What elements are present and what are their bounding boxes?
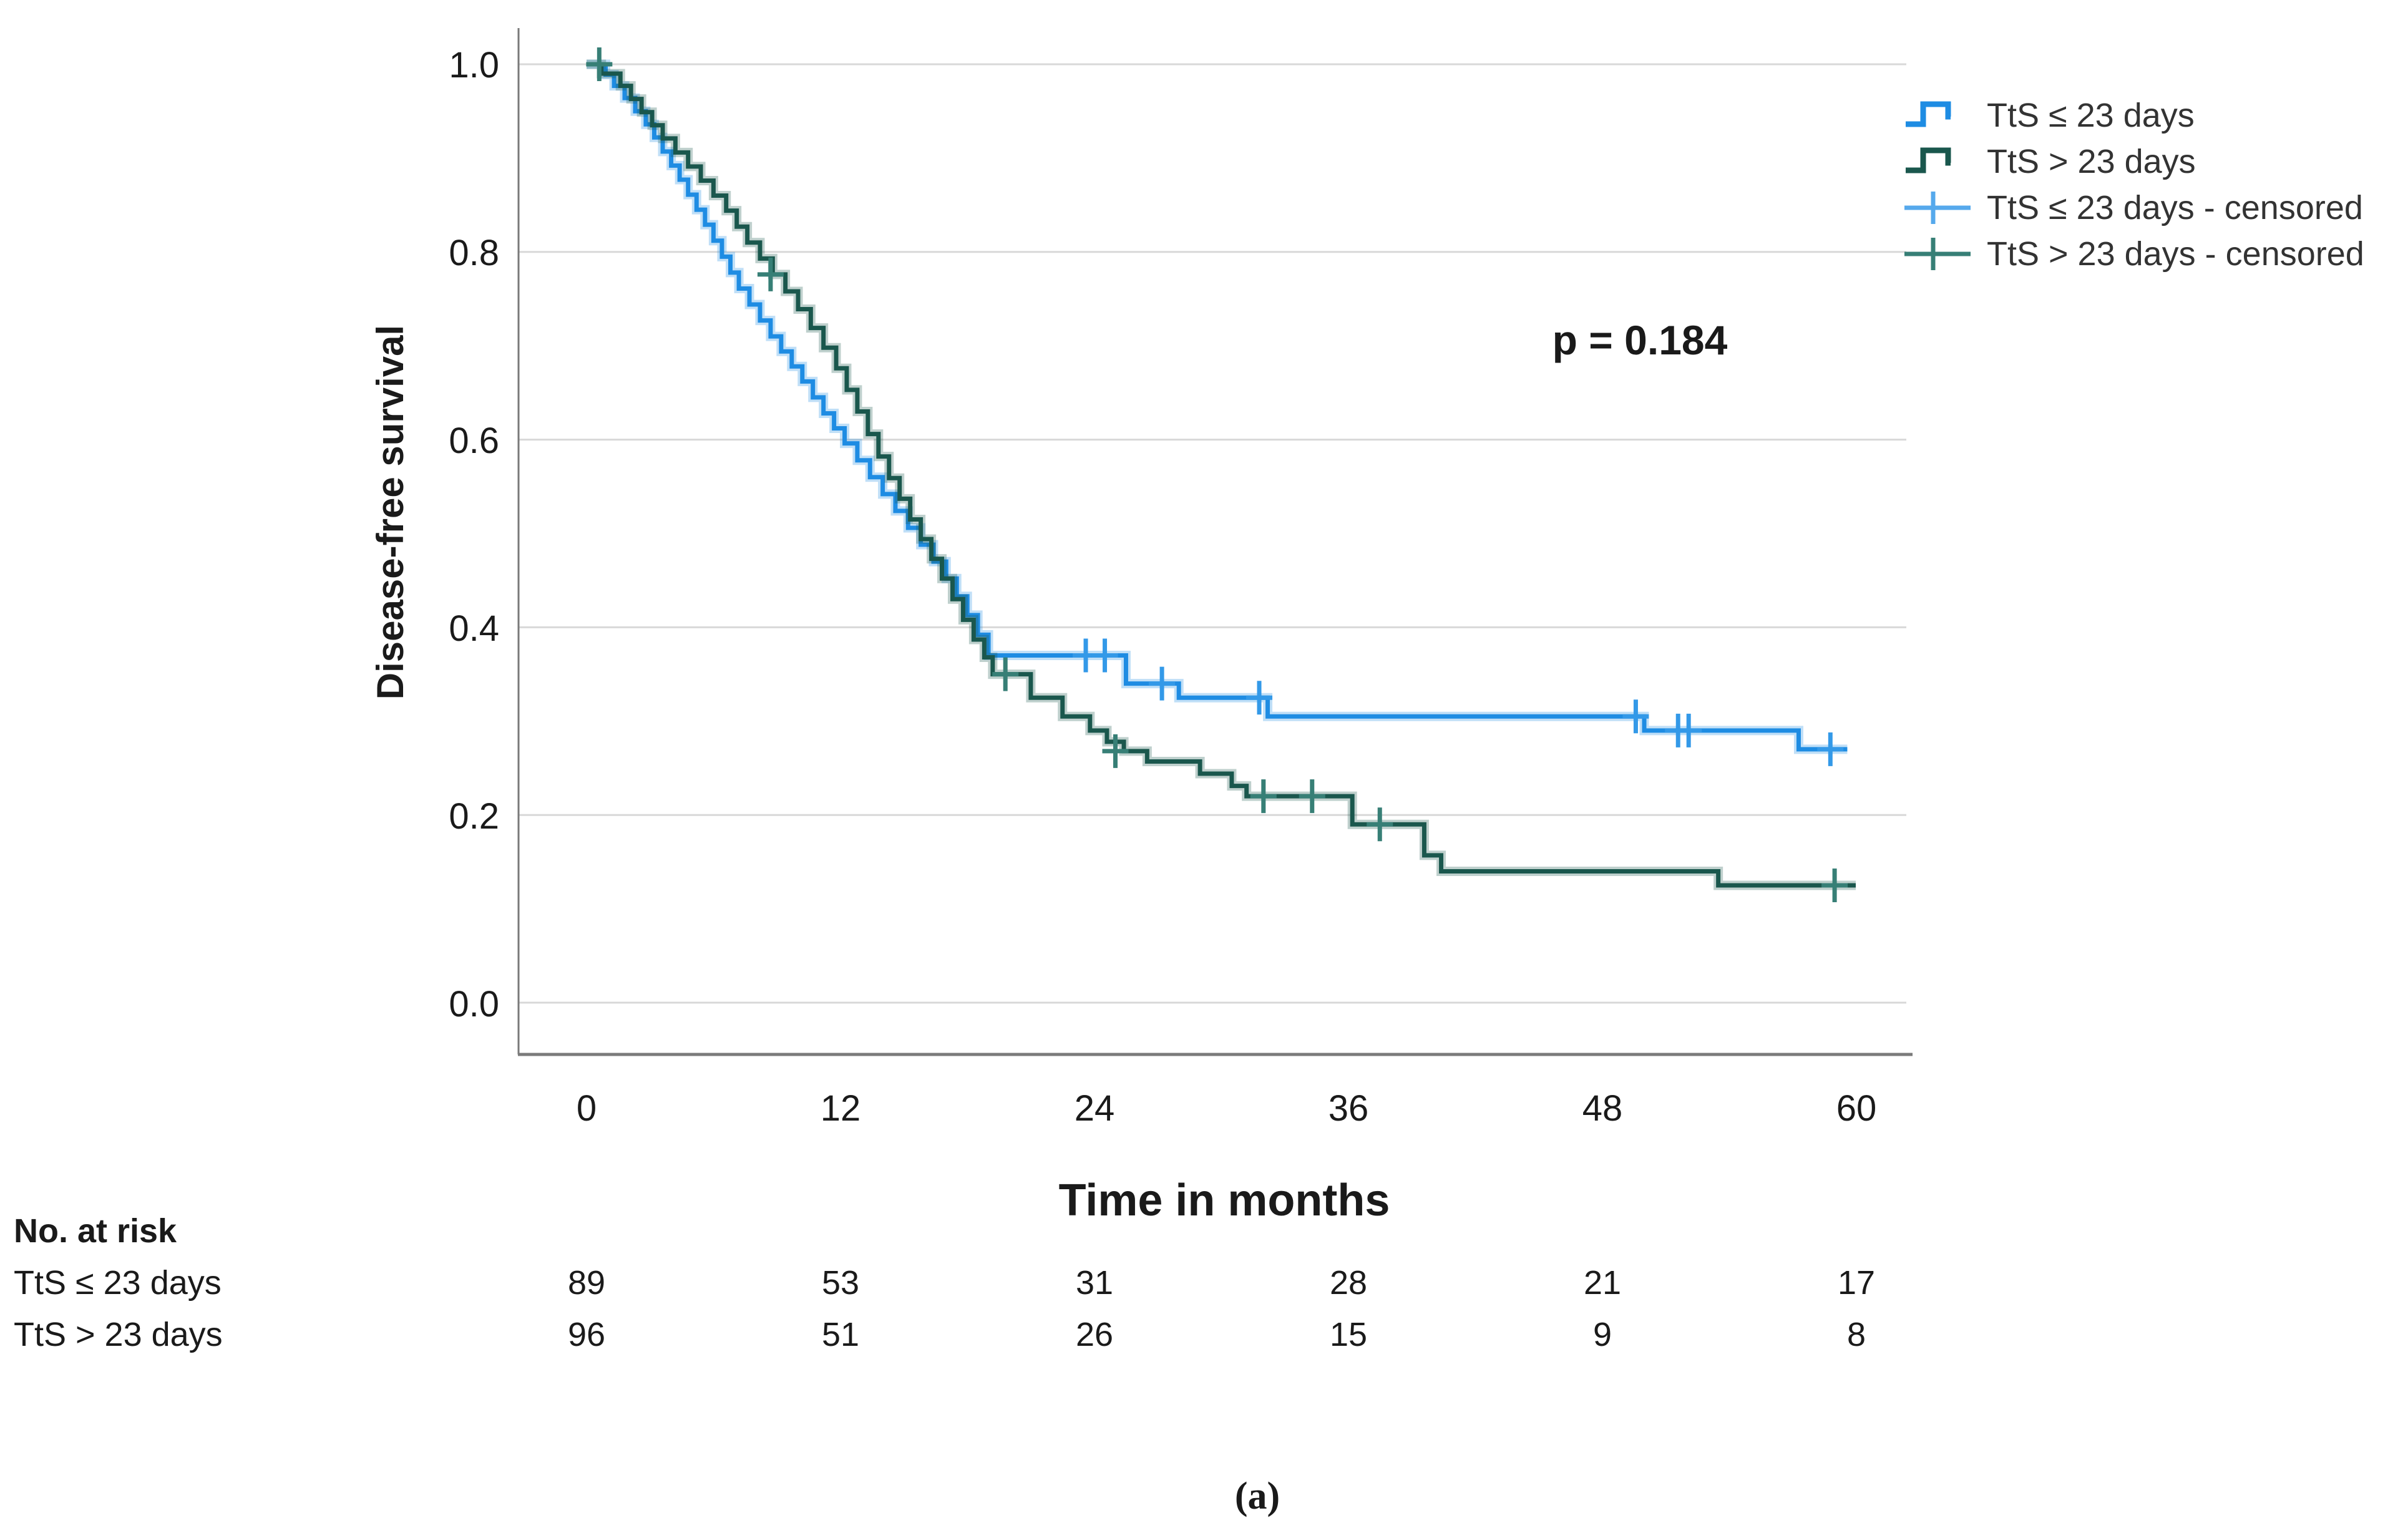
- censor-mark: [1817, 732, 1844, 766]
- x-tick-label: 60: [1836, 1088, 1877, 1129]
- censor-mark: [757, 257, 784, 291]
- x-tick-label: 12: [820, 1088, 861, 1129]
- risk-count: 31: [1075, 1264, 1114, 1302]
- censor-mark: [1250, 779, 1277, 814]
- censor-mark: [586, 47, 613, 81]
- censor-mark-icon: [1904, 192, 1971, 224]
- legend-item-label: TtS > 23 days - censored: [1987, 235, 2364, 273]
- risk-row-label: TtS > 23 days: [14, 1316, 223, 1353]
- subfigure-caption: (a): [1234, 1475, 1280, 1517]
- y-tick-label: 0.8: [449, 233, 499, 273]
- censor-mark: [1102, 734, 1129, 768]
- legend-item: TtS > 23 days - censored: [1903, 231, 2364, 277]
- risk-count: 15: [1329, 1316, 1368, 1353]
- censor-mark: [1675, 713, 1702, 747]
- km-curve-glow-1: [587, 59, 1856, 890]
- risk-row-label: TtS ≤ 23 days: [14, 1264, 222, 1302]
- censor-mark: [992, 657, 1019, 691]
- y-tick-label: 0.2: [449, 796, 499, 837]
- step-line-icon: [1906, 101, 1951, 127]
- risk-count: 89: [567, 1264, 606, 1302]
- censor-mark: [1299, 779, 1325, 814]
- risk-count: 17: [1837, 1264, 1876, 1302]
- risk-count: 8: [1846, 1316, 1866, 1353]
- x-tick-label: 0: [576, 1088, 597, 1129]
- censor-mark-icon: [1904, 238, 1971, 270]
- risk-count: 21: [1583, 1264, 1622, 1302]
- x-tick-label: 24: [1074, 1088, 1115, 1129]
- x-axis-title: Time in months: [1058, 1175, 1390, 1225]
- risk-count: 28: [1329, 1264, 1368, 1302]
- step-line-icon: [1906, 147, 1951, 173]
- risk-count: 51: [821, 1316, 860, 1353]
- y-axis-title: Disease-free survival: [369, 324, 411, 700]
- legend-item: TtS > 23 days: [1903, 139, 2364, 185]
- y-tick-label: 1.0: [449, 45, 499, 85]
- risk-count: 26: [1075, 1316, 1114, 1353]
- censor-mark: [1367, 807, 1393, 842]
- censor-mark: [1091, 638, 1118, 673]
- legend-item-label: TtS > 23 days: [1987, 143, 2196, 180]
- x-tick-label: 48: [1582, 1088, 1623, 1129]
- legend-item-label: TtS ≤ 23 days - censored: [1987, 189, 2363, 226]
- p-value-annotation: p = 0.184: [1552, 317, 1728, 363]
- risk-table-title: No. at risk: [14, 1212, 177, 1250]
- censor-mark: [1821, 869, 1848, 902]
- risk-count: 9: [1592, 1316, 1612, 1353]
- km-curve-tts-gt-23: [587, 62, 1856, 888]
- censor-mark: [1149, 666, 1176, 701]
- legend-item: TtS ≤ 23 days: [1903, 92, 2364, 139]
- risk-count: 96: [567, 1316, 606, 1353]
- km-curve-tts-le-23: [587, 62, 1848, 752]
- y-tick-label: 0.4: [449, 608, 499, 649]
- risk-count: 53: [821, 1264, 860, 1302]
- y-tick-label: 0.0: [449, 984, 499, 1024]
- censor-mark: [1246, 681, 1273, 715]
- km-curve-glow-0: [587, 59, 1848, 754]
- censor-mark: [1622, 699, 1649, 734]
- legend: TtS ≤ 23 days TtS > 23 days TtS ≤ 23 day…: [1903, 92, 2364, 277]
- x-tick-label: 36: [1328, 1088, 1369, 1129]
- legend-item-label: TtS ≤ 23 days: [1987, 97, 2195, 134]
- y-tick-label: 0.6: [449, 421, 499, 461]
- legend-item: TtS ≤ 23 days - censored: [1903, 185, 2364, 231]
